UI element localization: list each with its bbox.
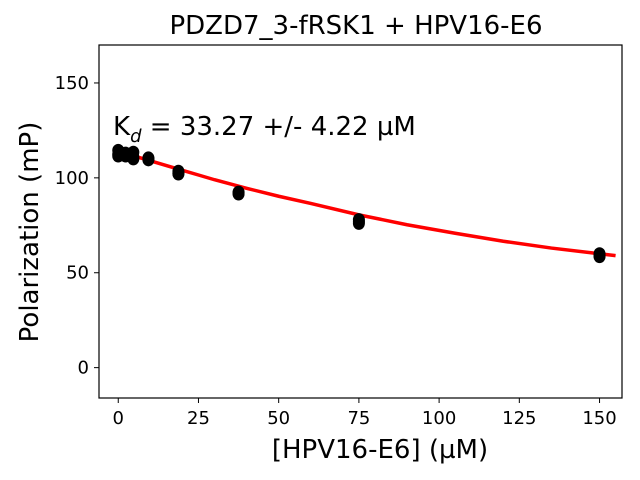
kd-annotation-prefix: K [113, 112, 131, 142]
y-axis-label: Polarization (mP) [15, 122, 45, 343]
x-tick-label: 150 [582, 408, 616, 429]
x-tick-label: 50 [267, 408, 290, 429]
y-axis-ticks: 0 50 100 150 [55, 73, 99, 379]
x-axis-label: [HPV16-E6] (µM) [272, 435, 488, 465]
kd-annotation-value: = 33.27 +/- 4.22 µM [142, 112, 416, 142]
y-tick-label: 0 [78, 358, 89, 379]
data-points [112, 143, 606, 264]
x-tick-label: 25 [187, 408, 210, 429]
data-point [142, 151, 155, 165]
x-tick-label: 100 [422, 408, 456, 429]
y-tick-label: 150 [55, 73, 89, 94]
x-tick-label: 75 [347, 408, 370, 429]
x-tick-label: 0 [113, 408, 124, 429]
x-tick-label: 125 [502, 408, 536, 429]
kd-annotation: Kd = 33.27 +/- 4.22 µM [113, 112, 416, 147]
data-point [352, 215, 365, 228]
data-point [172, 166, 185, 180]
y-tick-label: 100 [55, 168, 89, 189]
chart-title: PDZD7_3-fRSK1 + HPV16-E6 [169, 11, 542, 41]
data-point [593, 249, 606, 263]
data-point [232, 186, 245, 200]
y-tick-label: 50 [66, 263, 89, 284]
data-point [127, 152, 140, 166]
fit-curve [117, 149, 616, 258]
kd-annotation-subscript: d [130, 126, 142, 147]
plot-frame [98, 44, 623, 399]
x-axis-ticks: 0 25 50 75 100 125 150 [113, 398, 617, 429]
